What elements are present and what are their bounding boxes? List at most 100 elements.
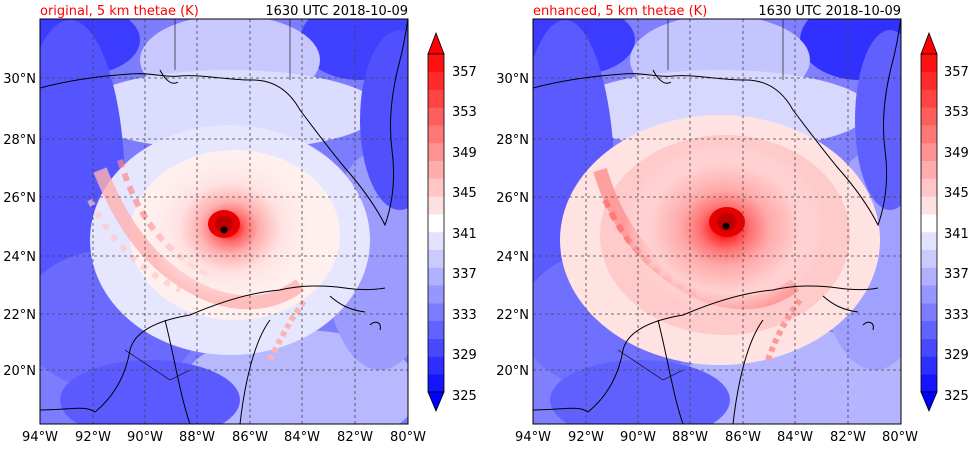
colorbar-band — [921, 214, 937, 233]
colorbar-band — [428, 338, 444, 357]
colorbar-band — [921, 231, 937, 250]
lon-tick-label: 88°W — [672, 430, 708, 445]
latitude-axis: 30°N 28°N 26°N 24°N 22°N 20°N — [496, 72, 529, 379]
colorbar: 357 353 349 345 341 337 333 329 325 — [427, 31, 477, 413]
panel-enhanced: enhanced, 5 km thetae (K) 1630 UTC 2018-… — [496, 4, 969, 445]
colorbar-band — [921, 267, 937, 286]
colorbar-tick-label: 341 — [452, 227, 477, 242]
lat-tick-label: 24°N — [496, 250, 529, 265]
lon-tick-label: 94°W — [22, 430, 58, 445]
lat-tick-label: 26°N — [3, 191, 36, 206]
colorbar-tick-label: 341 — [944, 227, 969, 242]
colorbar-band — [428, 303, 444, 322]
colorbar-band — [921, 356, 937, 375]
lat-tick-label: 30°N — [496, 72, 529, 87]
colorbar-band — [428, 125, 444, 144]
colorbar-tick-label: 325 — [944, 389, 969, 404]
lon-tick-label: 92°W — [75, 430, 111, 445]
colorbar-band — [921, 285, 937, 304]
colorbar-band — [921, 160, 937, 179]
colorbar-band — [428, 374, 444, 393]
colorbar-band — [428, 71, 444, 90]
colorbar-band — [428, 214, 444, 233]
colorbar-under-extend — [920, 391, 938, 413]
colorbar-tick-label: 357 — [452, 65, 477, 80]
storm-center-marker — [722, 222, 730, 230]
colorbar-tick-label: 357 — [944, 65, 969, 80]
map-frame — [532, 18, 902, 425]
lat-tick-label: 28°N — [496, 133, 529, 148]
lat-tick-label: 20°N — [496, 364, 529, 379]
longitude-axis: 94°W 92°W 90°W 88°W 86°W 84°W 82°W 80°W — [515, 430, 918, 445]
lon-tick-label: 84°W — [777, 430, 813, 445]
colorbar-band — [428, 178, 444, 197]
colorbar-band — [428, 356, 444, 375]
gridlines — [533, 19, 901, 424]
colorbar-tick-label: 345 — [452, 186, 477, 201]
colorbar-band — [921, 54, 937, 73]
colorbar-band — [921, 178, 937, 197]
colorbar-tick-label: 333 — [452, 308, 477, 323]
lat-tick-label: 22°N — [3, 308, 36, 323]
lon-tick-label: 82°W — [830, 430, 866, 445]
colorbar-band — [921, 303, 937, 322]
colorbar-tick-label: 337 — [452, 267, 477, 282]
lon-tick-label: 86°W — [232, 430, 268, 445]
colorbar-tick-label: 325 — [452, 389, 477, 404]
colorbar-tick-label: 353 — [944, 105, 969, 120]
colorbar-band — [921, 320, 937, 339]
colorbar-band — [921, 125, 937, 144]
lat-tick-label: 24°N — [3, 250, 36, 265]
lon-tick-label: 86°W — [725, 430, 761, 445]
lon-tick-label: 80°W — [882, 430, 918, 445]
colorbar-band — [428, 89, 444, 108]
colorbar-band — [428, 54, 444, 73]
lon-tick-label: 88°W — [179, 430, 215, 445]
colorbar-over-extend — [920, 31, 938, 55]
colorbar-tick-label: 353 — [452, 105, 477, 120]
colorbar-band — [428, 320, 444, 339]
lat-tick-label: 30°N — [3, 72, 36, 87]
colorbar-band — [428, 196, 444, 215]
latitude-axis: 30°N 28°N 26°N 24°N 22°N 20°N — [3, 72, 36, 379]
colorbar-bands — [921, 54, 937, 393]
panel-time: 1630 UTC 2018-10-09 — [265, 4, 408, 19]
colorbar-tick-label: 349 — [944, 146, 969, 161]
lon-tick-label: 80°W — [390, 430, 426, 445]
colorbar-band — [921, 71, 937, 90]
lat-tick-label: 20°N — [3, 364, 36, 379]
borders — [617, 19, 784, 381]
map-frame — [39, 18, 409, 425]
panel-original: original, 5 km thetae (K) 1630 UTC 2018-… — [3, 4, 477, 445]
lat-tick-label: 28°N — [3, 133, 36, 148]
colorbar-tick-label: 349 — [452, 146, 477, 161]
lon-tick-label: 90°W — [127, 430, 163, 445]
colorbar-band — [921, 142, 937, 162]
colorbar-band — [921, 89, 937, 108]
lon-tick-label: 94°W — [515, 430, 551, 445]
colorbar-tick-label: 329 — [452, 348, 477, 363]
colorbar-band — [428, 249, 444, 268]
colorbar-band — [428, 267, 444, 286]
thetae-field — [533, 19, 901, 424]
colorbar-bands — [428, 54, 444, 393]
colorbar-over-extend — [427, 31, 445, 55]
colorbar-band — [921, 338, 937, 357]
colorbar-tick-label: 337 — [944, 267, 969, 282]
colorbar: 357 353 349 345 341 337 333 329 325 — [920, 31, 969, 413]
colorbar-tick-label: 333 — [944, 308, 969, 323]
panel-time: 1630 UTC 2018-10-09 — [758, 4, 901, 19]
storm-center-marker — [220, 226, 228, 234]
longitude-axis: 94°W 92°W 90°W 88°W 86°W 84°W 82°W 80°W — [22, 430, 426, 445]
panel-title: original, 5 km thetae (K) — [40, 4, 199, 19]
lat-tick-label: 22°N — [496, 308, 529, 323]
borders — [124, 19, 291, 381]
colorbar-tick-label: 345 — [944, 186, 969, 201]
lon-tick-label: 82°W — [337, 430, 373, 445]
colorbar-band — [428, 107, 444, 126]
colorbar-tick-label: 329 — [944, 348, 969, 363]
colorbar-band — [921, 196, 937, 215]
thetae-field — [40, 19, 408, 424]
gridlines — [40, 19, 408, 424]
